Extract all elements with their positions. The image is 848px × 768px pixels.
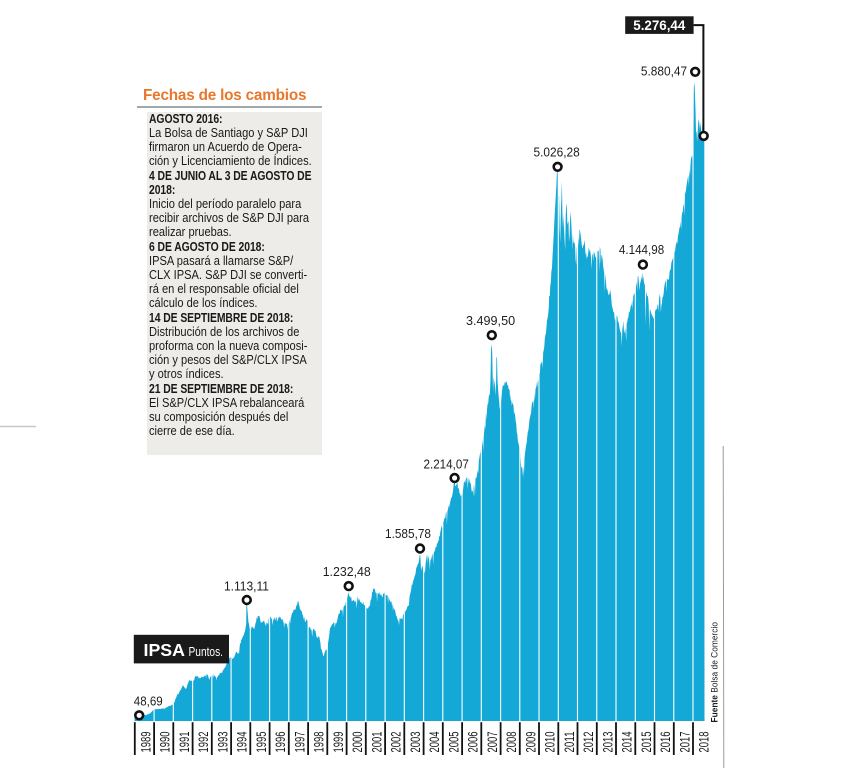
svg-text:2010: 2010 <box>543 731 558 752</box>
svg-text:1994: 1994 <box>235 731 250 752</box>
svg-text:2009: 2009 <box>523 732 538 753</box>
svg-text:1997: 1997 <box>292 732 307 753</box>
svg-text:IPSA: IPSA <box>144 640 186 660</box>
svg-text:5.026,28: 5.026,28 <box>534 145 580 160</box>
svg-text:2005: 2005 <box>446 732 461 753</box>
svg-text:2007: 2007 <box>485 732 500 753</box>
svg-text:1989: 1989 <box>138 732 153 753</box>
svg-text:1995: 1995 <box>254 732 269 753</box>
svg-text:1993: 1993 <box>215 732 230 753</box>
svg-text:1.585,78: 1.585,78 <box>385 526 431 541</box>
svg-text:2003: 2003 <box>408 732 423 753</box>
svg-text:1991: 1991 <box>177 732 192 753</box>
svg-text:48,69: 48,69 <box>134 694 163 709</box>
svg-text:1990: 1990 <box>158 731 173 752</box>
svg-text:2016: 2016 <box>658 732 673 753</box>
svg-text:2017: 2017 <box>677 732 692 753</box>
svg-text:1.232,48: 1.232,48 <box>323 564 371 579</box>
svg-text:2011: 2011 <box>562 732 577 753</box>
svg-text:2012: 2012 <box>581 732 596 753</box>
svg-text:2014: 2014 <box>620 731 635 752</box>
svg-text:Fuente Bolsa de Comercio: Fuente Bolsa de Comercio <box>709 622 720 723</box>
svg-text:2013: 2013 <box>600 732 615 753</box>
svg-text:1996: 1996 <box>273 732 288 753</box>
svg-text:2015: 2015 <box>639 732 654 753</box>
svg-text:1992: 1992 <box>196 732 211 753</box>
svg-text:2001: 2001 <box>369 732 384 753</box>
svg-text:3.499,50: 3.499,50 <box>466 313 515 328</box>
svg-text:2018: 2018 <box>697 732 712 753</box>
svg-text:5.880,47: 5.880,47 <box>641 64 687 79</box>
svg-text:1.113,11: 1.113,11 <box>224 578 269 593</box>
svg-text:1998: 1998 <box>312 732 327 753</box>
svg-text:2.214,07: 2.214,07 <box>424 456 469 471</box>
svg-text:Puntos.: Puntos. <box>189 644 224 659</box>
svg-text:2000: 2000 <box>350 731 365 752</box>
svg-text:1999: 1999 <box>331 732 346 753</box>
svg-text:2004: 2004 <box>427 731 442 752</box>
svg-text:2002: 2002 <box>389 732 404 753</box>
svg-text:5.276,44: 5.276,44 <box>633 18 685 33</box>
svg-text:2008: 2008 <box>504 732 519 753</box>
svg-text:2006: 2006 <box>466 732 481 753</box>
svg-text:4.144,98: 4.144,98 <box>619 242 664 257</box>
